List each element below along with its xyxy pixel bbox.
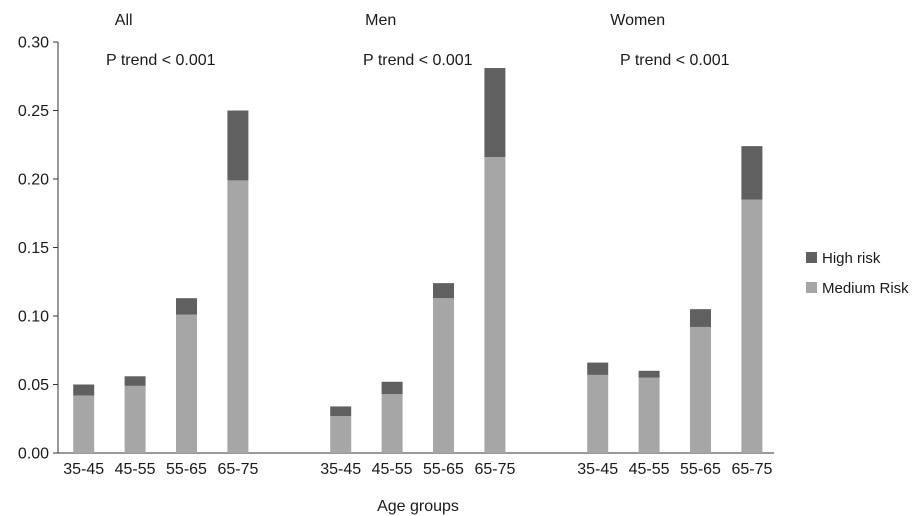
bar-medium-risk — [381, 394, 403, 453]
y-tick-label: 0.10 — [18, 309, 49, 326]
bar-medium-risk — [587, 374, 609, 453]
group-title: Women — [610, 12, 665, 29]
bars — [73, 68, 763, 453]
bar-medium-risk — [741, 199, 763, 453]
bar-high-risk — [124, 376, 146, 386]
legend-swatch — [806, 282, 817, 293]
bar-medium-risk — [124, 385, 146, 453]
x-tick-label: 45-55 — [372, 461, 413, 478]
group-headers: All P trend < 0.001 Men P trend < 0.001 Wome… — [106, 12, 730, 69]
x-axis-title: Age groups — [377, 498, 459, 515]
bar-high-risk — [690, 309, 711, 327]
bar-medium-risk — [690, 326, 711, 453]
x-tick-label: 55-65 — [680, 461, 721, 478]
x-tick-label: 45-55 — [115, 461, 156, 478]
y-axis: 0.00 0.05 0.10 0.15 0.20 0.25 0.30 — [18, 35, 59, 463]
p-trend-annotation: P trend < 0.001 — [106, 52, 216, 69]
p-trend-annotation: P trend < 0.001 — [363, 52, 473, 69]
bar-high-risk — [433, 283, 454, 299]
y-tick-label: 0.20 — [18, 172, 49, 189]
bar-medium-risk — [638, 377, 660, 453]
x-tick-label: 45-55 — [629, 461, 670, 478]
y-tick-label: 0.05 — [18, 377, 49, 394]
legend-label: Medium Risk — [822, 280, 909, 297]
x-tick-label: 65-75 — [474, 461, 515, 478]
legend: High risk Medium Risk — [806, 250, 909, 297]
bar-medium-risk — [433, 298, 454, 453]
p-trend-annotation: P trend < 0.001 — [620, 52, 730, 69]
x-tick-label: 35-45 — [577, 461, 618, 478]
group-title: All — [115, 12, 133, 29]
y-tick-label: 0.15 — [18, 240, 49, 257]
y-tick-label: 0.25 — [18, 103, 49, 120]
x-tick-label: 65-75 — [217, 461, 258, 478]
bar-high-risk — [587, 362, 609, 375]
x-tick-label: 55-65 — [423, 461, 464, 478]
bar-high-risk — [741, 146, 763, 200]
bar-high-risk — [330, 406, 352, 417]
bar-high-risk — [638, 370, 660, 378]
x-tick-label: 65-75 — [731, 461, 772, 478]
x-tick-labels: 35-45 45-55 55-65 65-75 35-45 45-55 55-65 65-75… — [63, 461, 772, 478]
group-title: Men — [365, 12, 396, 29]
bar-medium-risk — [330, 416, 352, 453]
bar-high-risk — [484, 68, 506, 158]
legend-label: High risk — [822, 250, 881, 267]
bar-high-risk — [381, 381, 403, 395]
legend-swatch — [806, 252, 817, 263]
y-tick-label: 0.30 — [18, 35, 49, 52]
bar-medium-risk — [227, 180, 249, 453]
x-tick-label: 35-45 — [320, 461, 361, 478]
bar-high-risk — [73, 384, 95, 396]
y-tick-label: 0.00 — [18, 446, 49, 463]
bar-high-risk — [176, 298, 197, 315]
x-tick-label: 55-65 — [166, 461, 207, 478]
bar-medium-risk — [484, 157, 506, 453]
bar-medium-risk — [176, 314, 197, 453]
bar-medium-risk — [73, 395, 95, 453]
bar-high-risk — [227, 110, 249, 181]
x-tick-label: 35-45 — [63, 461, 104, 478]
